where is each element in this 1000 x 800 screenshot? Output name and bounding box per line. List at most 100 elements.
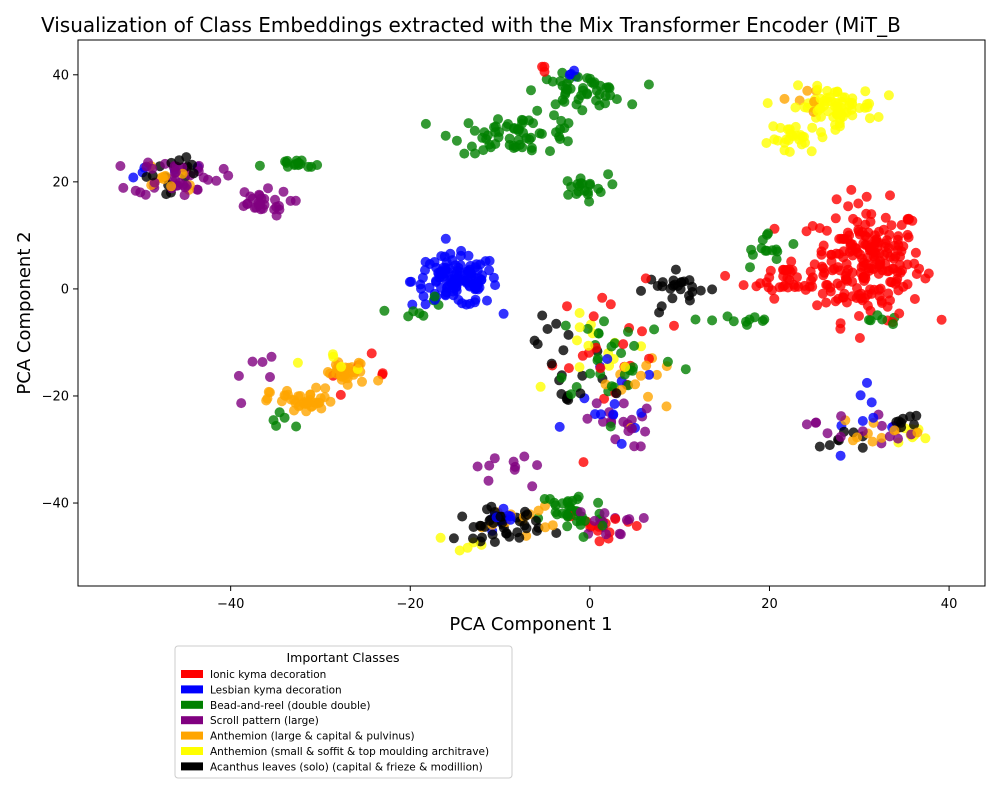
scatter-point <box>788 239 799 249</box>
scatter-point <box>495 511 506 522</box>
scatter-point <box>833 293 844 304</box>
scatter-point <box>420 118 431 129</box>
scatter-point <box>790 102 801 113</box>
scatter-point <box>600 98 611 109</box>
scatter-point <box>292 357 303 368</box>
scatter-point <box>623 326 633 337</box>
x-axis-label: PCA Component 1 <box>449 614 612 635</box>
scatter-point <box>236 398 247 409</box>
scatter-point <box>857 416 868 426</box>
scatter-point <box>829 87 840 98</box>
scatter-point <box>874 248 885 259</box>
scatter-point <box>599 393 610 404</box>
scatter-point <box>266 351 277 362</box>
scatter-point <box>557 67 568 78</box>
scatter-point <box>198 172 209 183</box>
scatter-point <box>463 268 474 279</box>
scatter-point <box>591 398 602 409</box>
scatter-point <box>852 247 863 258</box>
scatter-point <box>563 189 574 200</box>
scatter-point <box>547 520 558 531</box>
scatter-point <box>572 494 583 505</box>
scatter-point <box>563 329 574 340</box>
scatter-point <box>574 322 585 333</box>
scatter-point <box>822 428 833 439</box>
scatter-point <box>429 257 440 267</box>
scatter-point <box>594 536 605 547</box>
scatter-point <box>512 527 523 538</box>
scatter-point <box>615 529 626 540</box>
scatter-point <box>489 537 500 547</box>
scatter-point <box>504 531 515 542</box>
scatter-point <box>564 501 575 512</box>
scatter-point <box>830 213 841 224</box>
scatter-point <box>853 198 864 209</box>
scatter-point <box>582 323 593 334</box>
scatter-point <box>454 545 465 556</box>
scatter-point <box>662 356 673 367</box>
scatter-point <box>166 181 177 192</box>
scatter-point <box>609 399 620 409</box>
scatter-point <box>880 212 891 223</box>
scatter-point <box>561 509 572 520</box>
scatter-point <box>844 230 855 241</box>
scatter-point <box>472 265 483 276</box>
scatter-point <box>606 381 617 392</box>
x-tick-label: −40 <box>217 597 244 612</box>
scatter-point <box>602 354 613 364</box>
plot-area <box>77 39 986 587</box>
scatter-point <box>550 99 561 110</box>
scatter-point <box>574 362 585 373</box>
scatter-point <box>824 440 835 451</box>
scatter-point <box>853 289 864 300</box>
scatter-point <box>531 525 542 536</box>
scatter-point <box>552 509 563 520</box>
scatter-point <box>793 80 803 91</box>
scatter-point <box>861 191 872 202</box>
scatter-point <box>263 183 273 194</box>
scatter-point <box>488 272 499 283</box>
scatter-point <box>406 276 417 287</box>
scatter-point <box>521 523 532 534</box>
scatter-point <box>457 511 468 522</box>
scatter-point <box>342 373 353 384</box>
scatter-point <box>608 409 619 420</box>
scatter-point <box>451 285 462 296</box>
scatter-point <box>607 179 618 190</box>
scatter-point <box>540 522 551 533</box>
scatter-point <box>556 372 567 383</box>
scatter-point <box>665 283 676 294</box>
scatter-point <box>815 93 826 104</box>
scatter-point <box>847 99 857 110</box>
scatter-point <box>484 139 495 150</box>
scatter-point <box>854 311 864 321</box>
scatter-point <box>812 80 823 91</box>
scatter-point <box>593 183 604 194</box>
scatter-point <box>532 105 543 116</box>
scatter-point <box>764 272 775 283</box>
scatter-point <box>887 263 898 274</box>
scatter-point <box>265 372 275 382</box>
scatter-point <box>256 193 267 204</box>
scatter-point <box>640 273 651 284</box>
scatter-point <box>582 187 593 197</box>
scatter-point <box>593 497 604 508</box>
y-tick-label: 20 <box>52 175 69 190</box>
scatter-point <box>875 283 886 294</box>
scatter-point <box>920 273 931 284</box>
scatter-point <box>651 369 662 380</box>
scatter-point <box>429 291 440 302</box>
scatter-point <box>720 270 731 281</box>
scatter-point <box>463 118 474 129</box>
scatter-point <box>784 124 795 135</box>
scatter-point <box>605 421 616 432</box>
scatter-point <box>469 125 480 136</box>
scatter-point <box>578 532 589 542</box>
scatter-point <box>866 288 877 299</box>
scatter-point <box>575 507 586 518</box>
scatter-point <box>436 251 447 262</box>
scatter-point <box>482 130 493 141</box>
scatter-point <box>831 194 842 205</box>
scatter-point <box>629 441 640 452</box>
